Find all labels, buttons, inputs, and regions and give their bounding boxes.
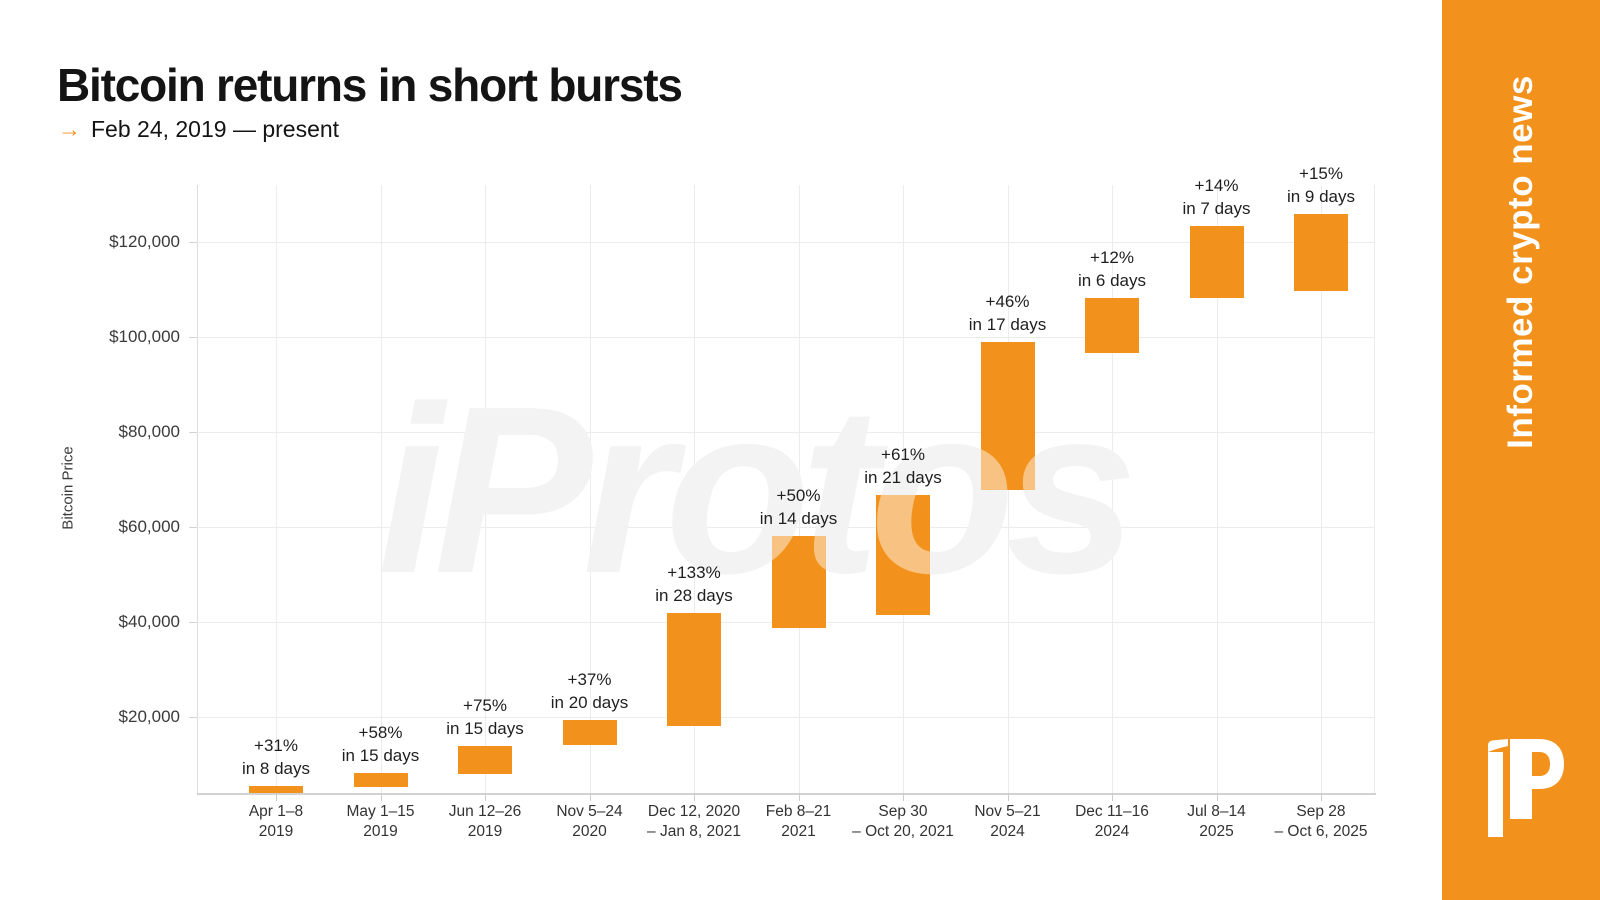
y-tick-mark: [189, 242, 197, 243]
y-tick-label: $20,000: [118, 707, 180, 726]
x-tick-label: Jul 8–14 2025: [1187, 803, 1246, 840]
x-tick-mark: [1321, 793, 1322, 801]
price-range-bar: [876, 494, 930, 615]
x-tick-mark: [276, 793, 277, 801]
bar-gain-label: +75% in 15 days: [446, 696, 524, 739]
x-tick-label: Sep 30– Oct 20, 2021: [852, 803, 954, 840]
x-tick-mark: [485, 793, 486, 801]
subtitle-text: Feb 24, 2019 — present: [91, 116, 340, 142]
h-gridline: [197, 337, 1374, 338]
protos-logo-icon: [1488, 739, 1564, 837]
x-tick-mark: [903, 793, 904, 801]
arrow-right-icon: →: [58, 116, 81, 142]
bar-gain-label: +12% in 6 days: [1077, 248, 1147, 291]
x-tick-label: Dec 12, 2020– Jan 8, 2021: [647, 803, 741, 840]
h-gridline: [197, 432, 1374, 433]
x-tick-mark: [1216, 793, 1218, 801]
y-tick-label: $60,000: [118, 517, 180, 536]
v-gridline: [276, 185, 277, 793]
y-tick-mark: [189, 622, 197, 623]
price-range-bar: [1189, 226, 1244, 299]
price-range-bar: [249, 786, 303, 793]
y-tick-label: $40,000: [118, 612, 180, 631]
x-tick-label: Nov 5–21 2024: [974, 803, 1041, 840]
h-gridline: [197, 717, 1374, 718]
price-range-bar: [1294, 213, 1348, 292]
subtitle: → Feb 24, 2019 — present: [58, 116, 339, 143]
x-tick-mark: [1112, 793, 1113, 801]
bar-gain-label: +61% in 21 days: [864, 444, 942, 487]
y-tick-mark: [189, 527, 197, 528]
price-range-bar: [353, 772, 408, 787]
h-gridline: [197, 527, 1374, 528]
price-range-bar: [980, 341, 1035, 490]
x-tick-mark: [1007, 793, 1009, 801]
page-title: Bitcoin returns in short bursts: [57, 59, 683, 111]
v-gridline: [1216, 185, 1218, 793]
bar-gain-label: +37% in 20 days: [550, 670, 629, 713]
sidebar-tagline: Informed crypto news: [1501, 75, 1540, 449]
y-tick-label: $120,000: [109, 232, 180, 251]
v-gridline: [1112, 185, 1113, 793]
x-tick-mark: [694, 793, 695, 801]
x-tick-label: Nov 5–24 2020: [556, 803, 623, 840]
y-tick-label: $100,000: [109, 327, 180, 346]
bar-gain-label: +31% in 8 days: [241, 736, 311, 779]
price-range-bar: [771, 535, 826, 628]
x-tick-label: Apr 1–8 2019: [248, 803, 304, 840]
v-gridline: [694, 185, 695, 793]
price-range-bar: [667, 612, 721, 727]
price-range-bar: [1085, 298, 1139, 354]
h-gridline: [197, 242, 1374, 243]
bar-gain-label: +133% in 28 days: [655, 562, 733, 605]
bar-gain-label: +58% in 15 days: [341, 722, 420, 765]
x-tick-label: Feb 8–21 2021: [765, 803, 832, 840]
v-gridline: [589, 185, 591, 793]
v-gridline: [903, 185, 904, 793]
y-axis-line: [197, 185, 198, 793]
v-gridline: [798, 185, 800, 793]
x-tick-mark: [798, 793, 800, 801]
x-tick-mark: [380, 793, 382, 801]
y-tick-mark: [189, 337, 197, 338]
sidebar: Informed crypto news: [1442, 0, 1600, 900]
v-gridline: [1321, 185, 1322, 793]
y-tick-mark: [189, 717, 197, 718]
bar-gain-label: +14% in 7 days: [1182, 176, 1251, 219]
v-gridline-right: [1374, 185, 1375, 793]
y-tick-label: $80,000: [118, 422, 180, 441]
bar-gain-label: +15% in 9 days: [1286, 163, 1356, 206]
x-tick-label: May 1–15 2019: [346, 803, 415, 840]
bar-gain-label: +50% in 14 days: [759, 485, 838, 528]
bar-gain-label: +46% in 17 days: [968, 291, 1047, 334]
x-tick-label: Sep 28– Oct 6, 2025: [1274, 803, 1368, 840]
price-range-bar: [562, 720, 617, 745]
v-gridline: [485, 185, 486, 793]
x-tick-label: Jun 12–26 2019: [448, 803, 522, 840]
price-range-bar: [458, 746, 512, 775]
x-axis-line: [197, 793, 1376, 795]
x-tick-label: Dec 11–16 2024: [1075, 803, 1149, 840]
y-tick-mark: [189, 432, 197, 433]
v-gridline: [380, 185, 382, 793]
x-tick-mark: [589, 793, 591, 801]
